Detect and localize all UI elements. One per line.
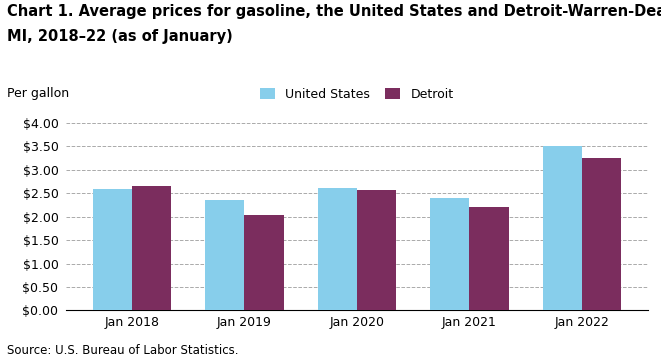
Bar bbox=[205, 200, 245, 310]
Text: Per gallon: Per gallon bbox=[7, 87, 69, 100]
Bar bbox=[543, 146, 582, 310]
Bar bbox=[430, 198, 469, 310]
Bar bbox=[469, 207, 509, 310]
Text: Chart 1. Average prices for gasoline, the United States and Detroit-Warren-Dearb: Chart 1. Average prices for gasoline, th… bbox=[7, 4, 661, 19]
Bar bbox=[93, 190, 132, 310]
Legend: United States, Detroit: United States, Detroit bbox=[260, 88, 453, 101]
Bar bbox=[245, 215, 284, 310]
Bar bbox=[582, 158, 621, 310]
Bar bbox=[317, 187, 357, 310]
Text: Source: U.S. Bureau of Labor Statistics.: Source: U.S. Bureau of Labor Statistics. bbox=[7, 344, 238, 357]
Bar bbox=[357, 190, 397, 310]
Text: MI, 2018–22 (as of January): MI, 2018–22 (as of January) bbox=[7, 29, 233, 44]
Bar bbox=[132, 186, 171, 310]
